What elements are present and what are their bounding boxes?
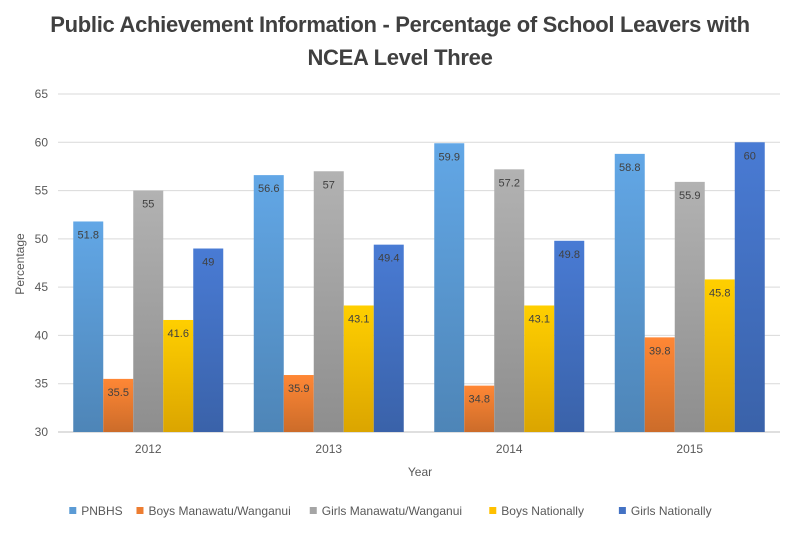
bar-boys-nationally-2013 <box>343 305 374 432</box>
data-label: 39.8 <box>649 345 670 357</box>
bar-girls-manawatu-wanganui-2014 <box>494 169 525 432</box>
data-label: 55.9 <box>679 190 700 202</box>
legend-label: PNBHS <box>81 504 122 518</box>
bar-pnbhs-2012 <box>73 221 104 432</box>
legend-swatch <box>69 507 77 514</box>
y-tick-label: 35 <box>35 377 49 391</box>
data-label: 43.1 <box>348 313 369 325</box>
data-label: 55 <box>142 199 154 211</box>
data-label: 57 <box>323 179 335 191</box>
data-label: 43.1 <box>529 313 550 325</box>
legend-swatch <box>489 507 497 514</box>
data-label: 57.2 <box>499 177 520 189</box>
data-label: 49.4 <box>378 253 399 265</box>
legend-label: Girls Manawatu/Wanganui <box>322 504 462 518</box>
bar-boys-manawatu-wanganui-2012 <box>103 378 134 432</box>
bar-boys-nationally-2012 <box>163 319 194 432</box>
x-tick-label: 2013 <box>315 442 342 456</box>
bar-boys-manawatu-wanganui-2015 <box>644 337 675 432</box>
legend-label: Boys Nationally <box>501 504 584 518</box>
y-axis-title: Percentage <box>13 233 27 295</box>
data-label: 35.9 <box>288 383 309 395</box>
data-label: 45.8 <box>709 287 730 299</box>
bar-girls-nationally-2014 <box>554 240 585 432</box>
legend: PNBHS Boys Manawatu/Wanganui Girls Manawat… <box>69 504 712 518</box>
data-label: 41.6 <box>168 328 189 340</box>
y-tick-label: 55 <box>35 184 49 198</box>
bar-girls-nationally-2013 <box>373 244 404 432</box>
y-axis: 30 35 40 45 50 55 60 65 <box>35 87 49 439</box>
bar-boys-nationally-2014 <box>524 305 555 432</box>
bar-girls-manawatu-wanganui-2012 <box>133 190 164 432</box>
data-label: 35.5 <box>108 387 129 399</box>
data-label: 34.8 <box>469 394 490 406</box>
bar-boys-manawatu-wanganui-2013 <box>283 375 314 432</box>
x-tick-label: 2014 <box>496 442 523 456</box>
legend-label: Girls Nationally <box>631 504 712 518</box>
bar-boys-nationally-2015 <box>704 279 735 432</box>
legend-swatch <box>136 507 144 514</box>
legend-swatch <box>309 507 317 514</box>
x-axis-title: Year <box>408 465 432 479</box>
data-label: 60 <box>744 150 756 162</box>
y-tick-label: 65 <box>35 87 49 101</box>
y-tick-label: 45 <box>35 280 49 294</box>
y-tick-label: 30 <box>35 425 49 439</box>
y-tick-label: 40 <box>35 328 49 342</box>
bar-girls-nationally-2012 <box>193 248 224 432</box>
legend-label: Boys Manawatu/Wanganui <box>148 504 290 518</box>
bar-boys-manawatu-wanganui-2014 <box>464 385 495 432</box>
bar-pnbhs-2014 <box>434 143 465 432</box>
y-tick-label: 60 <box>35 135 49 149</box>
y-tick-label: 50 <box>35 232 49 246</box>
x-tick-label: 2015 <box>676 442 703 456</box>
bar-pnbhs-2013 <box>253 175 284 432</box>
data-label: 59.9 <box>439 151 460 163</box>
chart-title-line-2: NCEA Level Three <box>307 45 493 70</box>
bar-girls-nationally-2015 <box>734 142 765 433</box>
bars: 51.8 35.5 55 41.6 49 56.6 35.9 57 43.1 49.4 59.9 34… <box>73 142 765 433</box>
gridlines <box>58 93 780 433</box>
legend-swatch <box>618 507 626 514</box>
data-label: 49 <box>202 257 214 269</box>
bar-girls-manawatu-wanganui-2013 <box>313 171 344 432</box>
bar-girls-manawatu-wanganui-2015 <box>674 181 705 432</box>
data-label: 51.8 <box>78 229 99 241</box>
data-label: 49.8 <box>559 249 580 261</box>
x-tick-label: 2012 <box>135 442 162 456</box>
data-label: 56.6 <box>258 183 279 195</box>
chart-title-line-1: Public Achievement Information - Percent… <box>50 12 750 37</box>
bar-pnbhs-2015 <box>614 153 645 433</box>
x-axis: 2012 2013 2014 2015 <box>135 442 704 456</box>
data-label: 58.8 <box>619 162 640 174</box>
